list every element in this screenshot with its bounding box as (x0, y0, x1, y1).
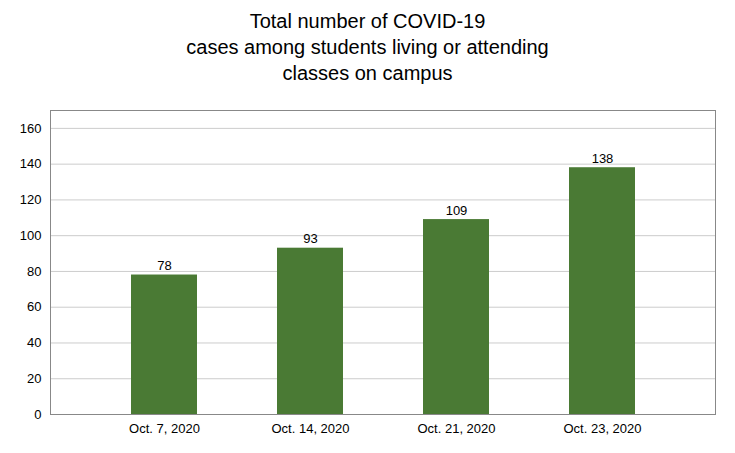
svg-text:120: 120 (20, 192, 42, 207)
svg-text:138: 138 (592, 151, 614, 166)
svg-text:60: 60 (27, 299, 41, 314)
svg-text:100: 100 (20, 228, 42, 243)
svg-text:109: 109 (446, 203, 468, 218)
svg-text:Oct. 23, 2020: Oct. 23, 2020 (563, 421, 641, 436)
svg-text:160: 160 (20, 121, 42, 136)
svg-text:78: 78 (157, 258, 171, 273)
svg-text:40: 40 (27, 335, 41, 350)
html-text:Total number of COVID-19 cases: Total number of COVID-19 cases among stu… (186, 10, 549, 84)
svg-text:Oct. 21, 2020: Oct. 21, 2020 (417, 421, 495, 436)
svg-text:20: 20 (27, 371, 41, 386)
svg-text:Oct. 7, 2020: Oct. 7, 2020 (129, 421, 200, 436)
svg-text:80: 80 (27, 264, 41, 279)
svg-text:Oct. 14, 2020: Oct. 14, 2020 (271, 421, 349, 436)
svg-text:0: 0 (34, 407, 41, 422)
svg-text:140: 140 (20, 156, 42, 171)
svg-text:93: 93 (303, 231, 317, 246)
